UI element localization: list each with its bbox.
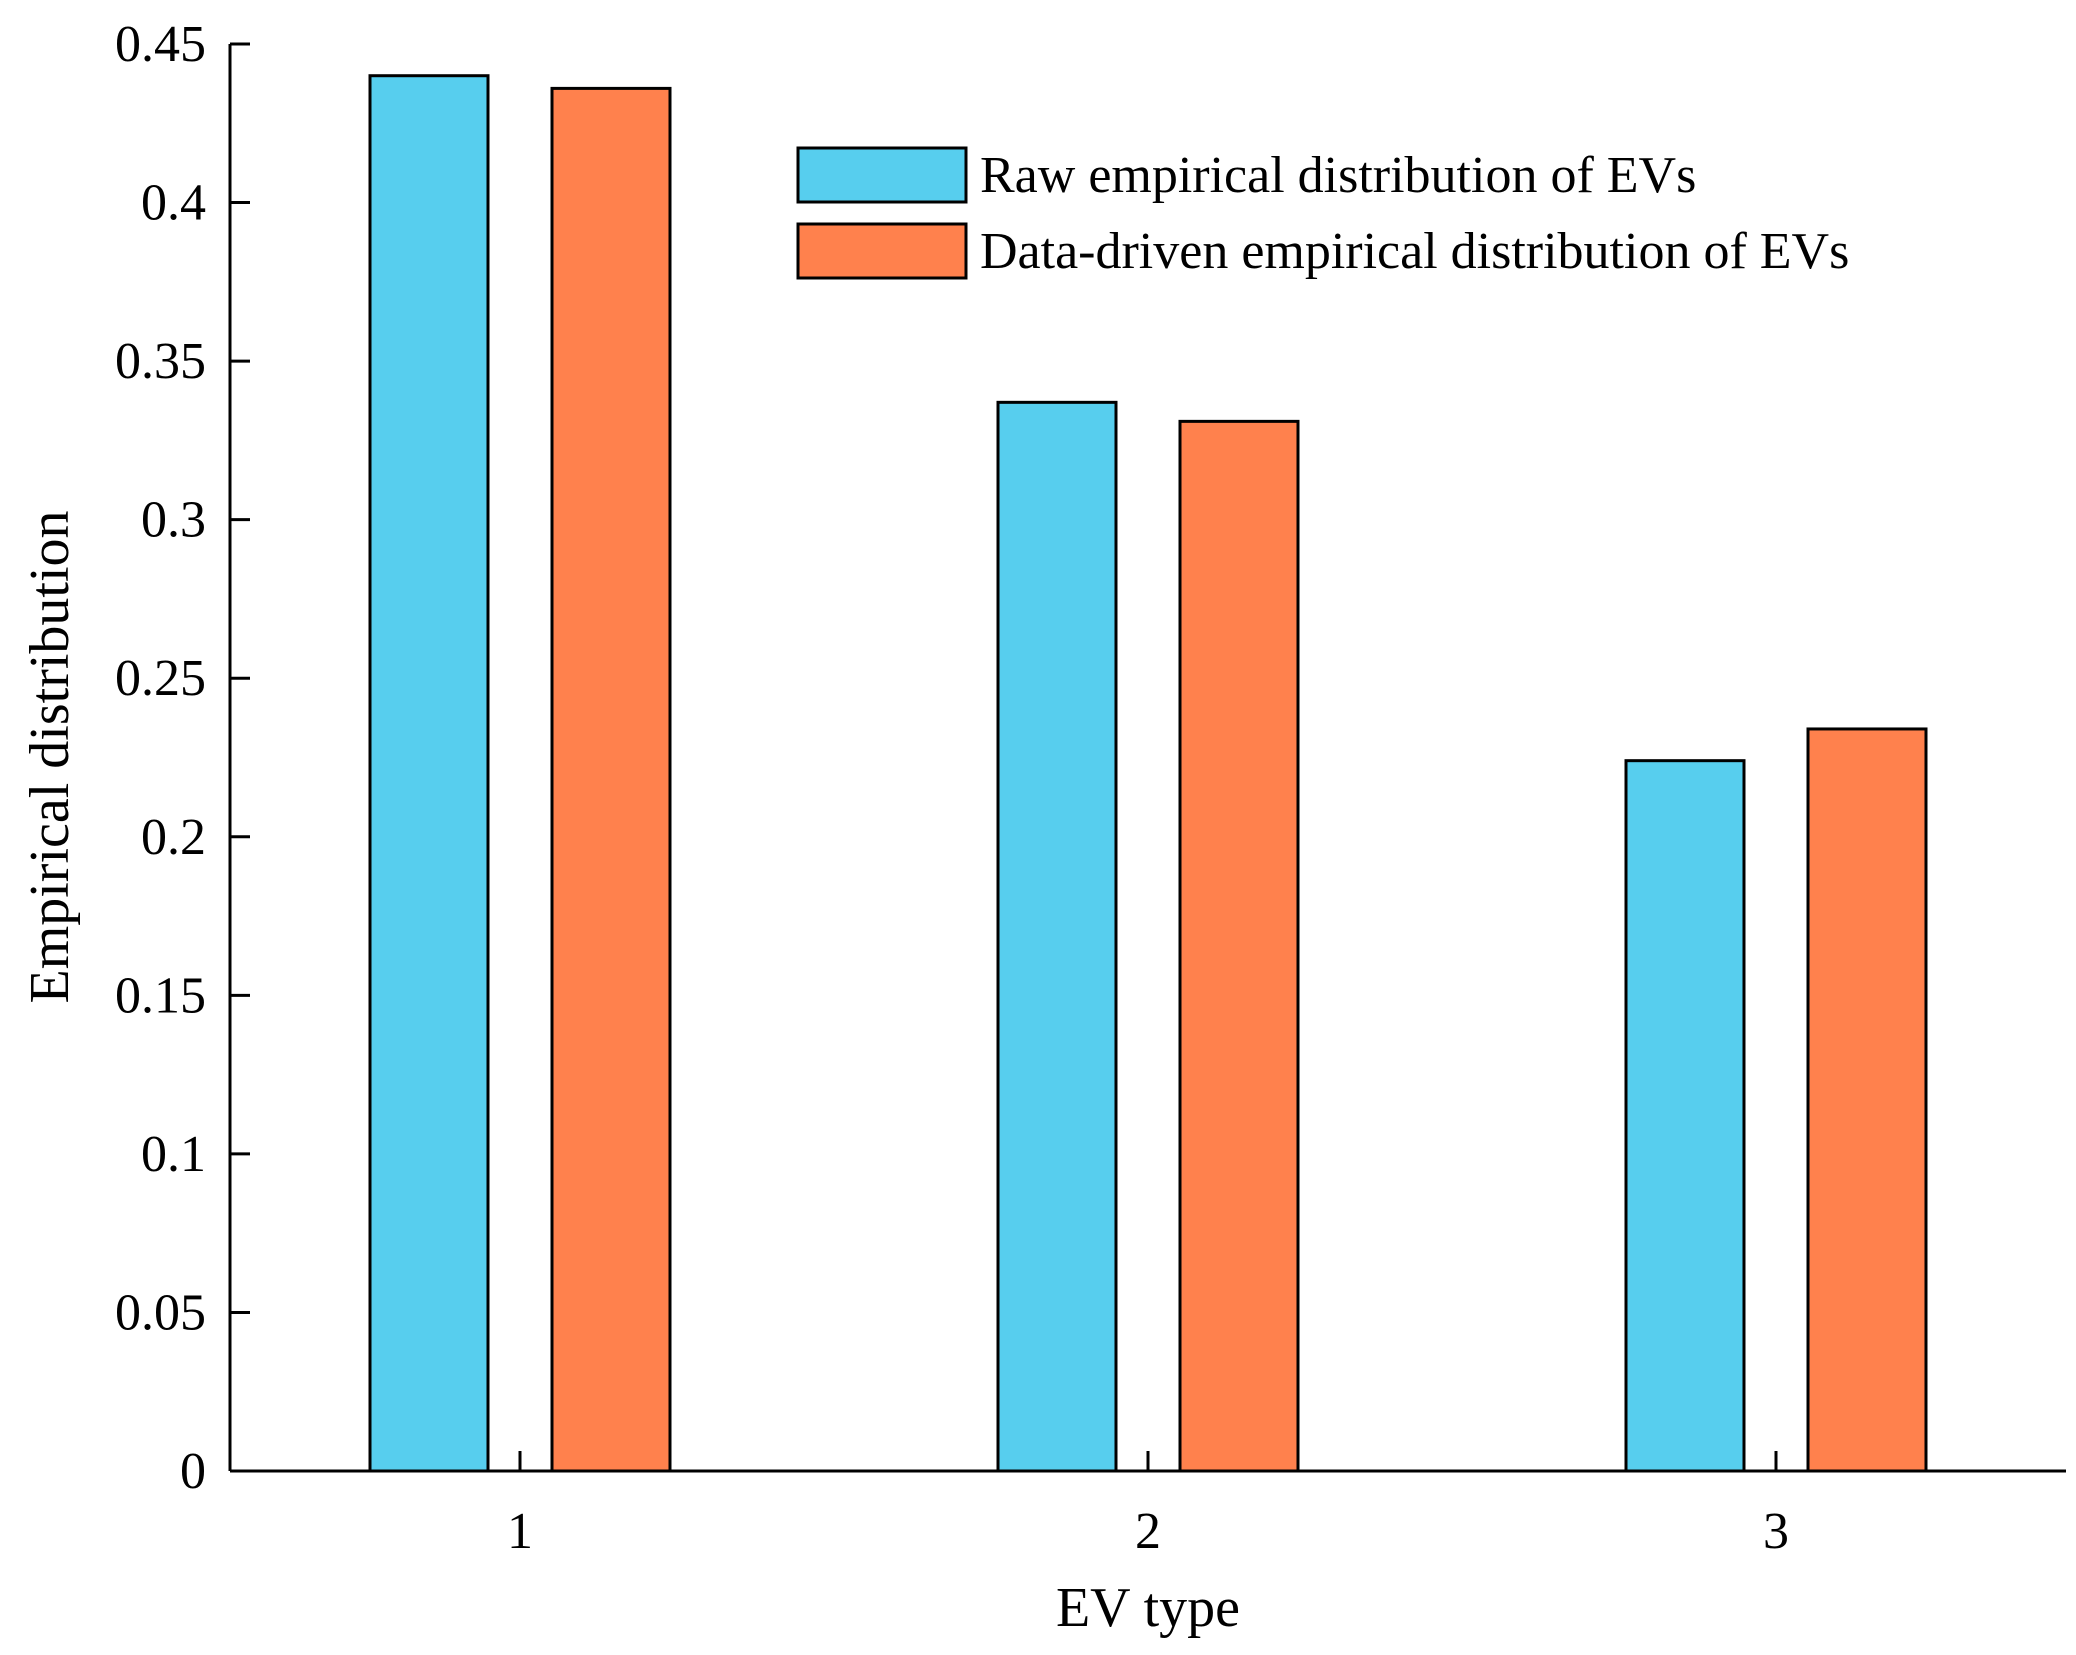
- y-ticks-group: 0 0.05 0.1 0.15 0.2 0.25 0.3 0.35 0.4 0.45: [115, 16, 250, 1500]
- y-tick-label: 0.3: [141, 492, 206, 549]
- legend-swatch-2: [796, 222, 968, 280]
- y-tick-label: 0.15: [115, 967, 206, 1024]
- y-tick-label: 0.05: [115, 1284, 206, 1341]
- x-tick-label: 3: [1763, 1503, 1789, 1560]
- bar-series-2-category-2: [1178, 419, 1300, 1473]
- legend: Raw empirical distribution of EVs Data-dr…: [796, 146, 1849, 280]
- y-tick-label: 0.4: [141, 175, 206, 232]
- bar-series-2-category-1: [550, 86, 672, 1473]
- y-tick-label: 0.25: [115, 650, 206, 707]
- bar-series-1-category-2: [996, 400, 1118, 1473]
- bars-group: [368, 74, 1928, 1473]
- x-tick-label: 2: [1135, 1503, 1161, 1560]
- y-tick-label: 0.45: [115, 16, 206, 73]
- y-tick-label: 0.2: [141, 809, 206, 866]
- bar-series-2-category-3: [1806, 727, 1928, 1473]
- legend-label-2: Data-driven empirical distribution of EV…: [980, 223, 1849, 280]
- bar-series-1-category-3: [1624, 759, 1746, 1473]
- y-tick-label: 0.1: [141, 1126, 206, 1183]
- x-tick-label: 1: [507, 1503, 533, 1560]
- y-tick-label: 0: [180, 1443, 206, 1500]
- y-tick-label: 0.35: [115, 333, 206, 390]
- y-axis-title: Empirical distribution: [19, 510, 81, 1003]
- legend-label-1: Raw empirical distribution of EVs: [980, 147, 1696, 204]
- x-axis-title: EV type: [1056, 1577, 1240, 1639]
- x-ticks-group: 1 2 3: [507, 1451, 1789, 1560]
- bar-series-1-category-1: [368, 74, 490, 1473]
- legend-swatch-1: [796, 146, 968, 204]
